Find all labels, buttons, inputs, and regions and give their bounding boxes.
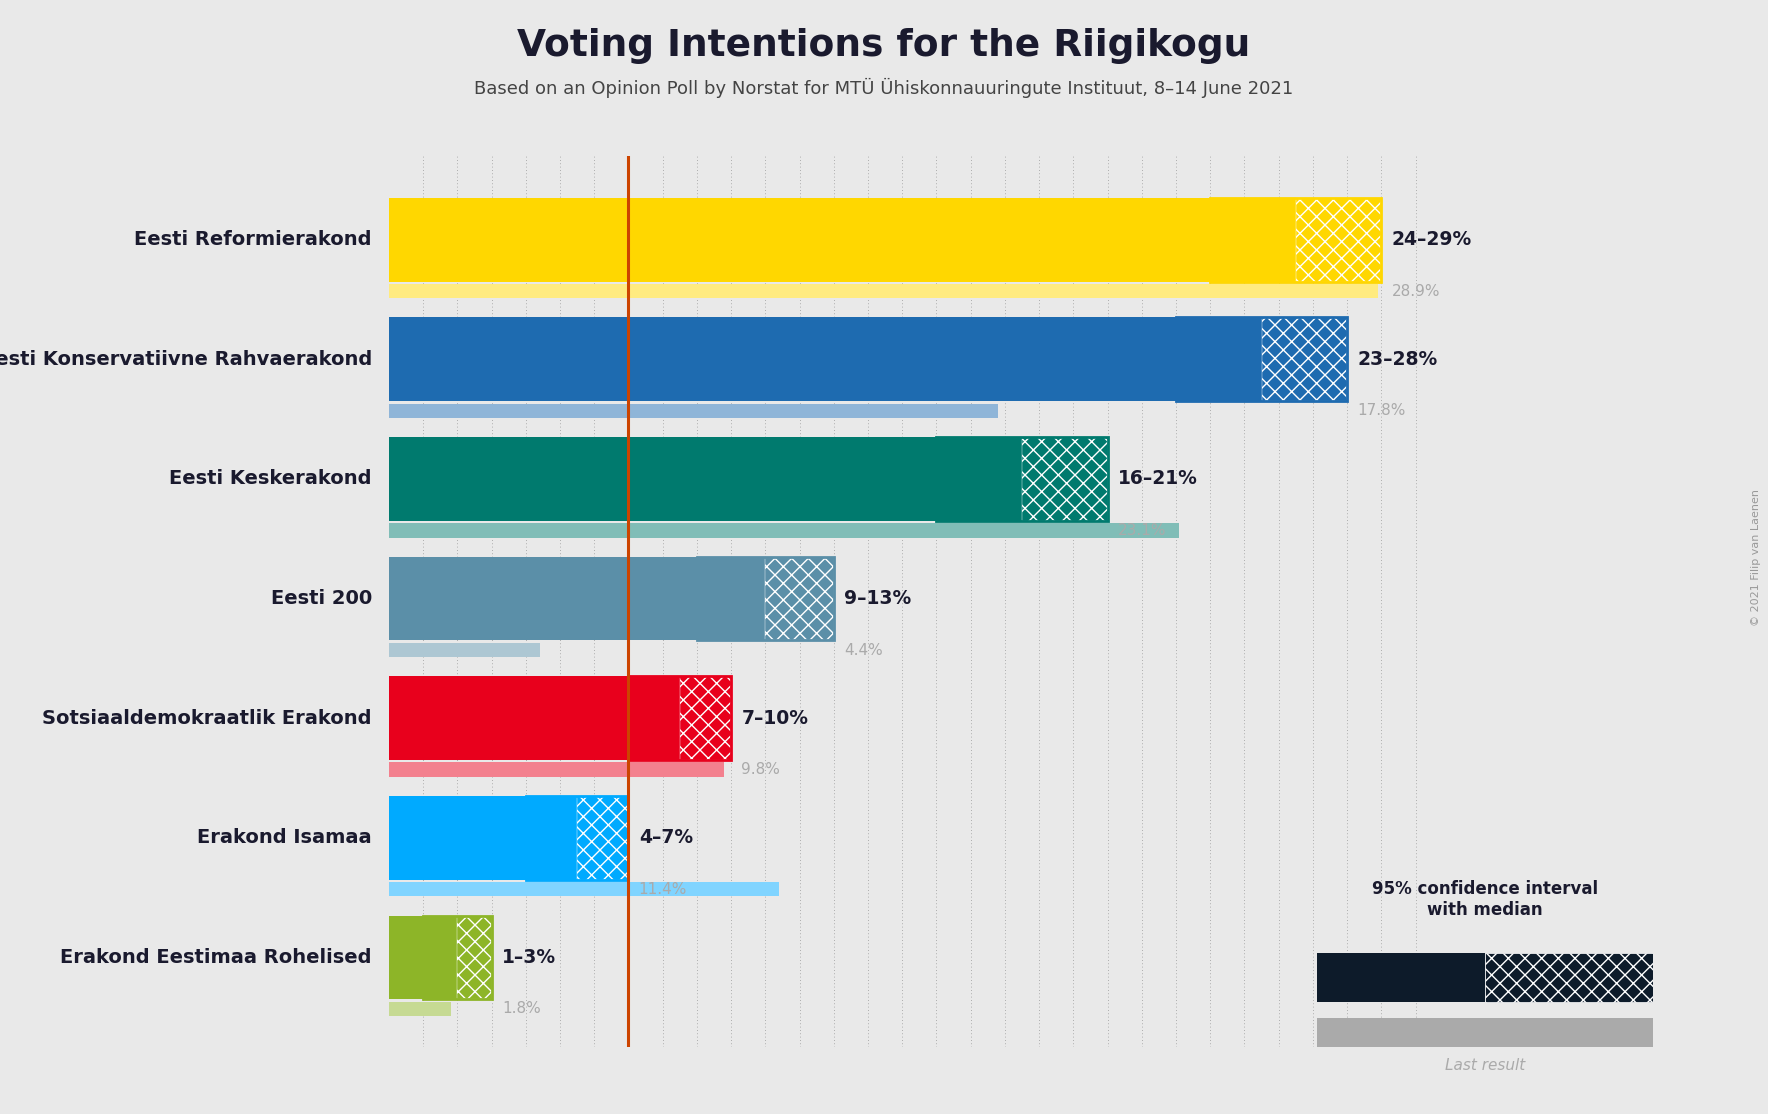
Bar xyxy=(389,317,1176,401)
Text: Eesti 200: Eesti 200 xyxy=(271,589,371,608)
Bar xyxy=(389,557,697,641)
Bar xyxy=(937,437,1107,521)
Text: Eesti Konservatiivne Rahvaerakond: Eesti Konservatiivne Rahvaerakond xyxy=(0,350,371,369)
Text: Eesti Reformierakond: Eesti Reformierakond xyxy=(134,231,371,250)
Bar xyxy=(1296,198,1381,282)
Text: Based on an Opinion Poll by Norstat for MTÜ Ühiskonnauuringute Instituut, 8–14 J: Based on an Opinion Poll by Norstat for … xyxy=(474,78,1294,98)
Text: © 2021 Filip van Laenen: © 2021 Filip van Laenen xyxy=(1750,489,1761,625)
Text: 16–21%: 16–21% xyxy=(1117,469,1197,488)
Bar xyxy=(1211,198,1381,282)
Bar xyxy=(389,198,1211,282)
Bar xyxy=(458,916,492,999)
Text: 28.9%: 28.9% xyxy=(1391,284,1441,299)
Bar xyxy=(423,916,492,999)
Text: 9–13%: 9–13% xyxy=(843,589,911,608)
Text: Voting Intentions for the Riigikogu: Voting Intentions for the Riigikogu xyxy=(518,28,1250,63)
Bar xyxy=(697,557,834,641)
Bar xyxy=(1176,317,1347,401)
Text: Eesti Keskerakond: Eesti Keskerakond xyxy=(170,469,371,488)
Bar xyxy=(389,762,725,776)
Text: 9.8%: 9.8% xyxy=(741,762,780,778)
Bar xyxy=(389,676,628,760)
Text: 23–28%: 23–28% xyxy=(1358,350,1437,369)
Bar xyxy=(525,795,576,880)
Bar xyxy=(681,676,732,760)
Bar xyxy=(389,643,539,657)
Bar xyxy=(697,557,766,641)
Bar xyxy=(1262,317,1347,401)
Bar xyxy=(389,882,780,897)
Bar xyxy=(576,795,628,880)
Text: Last result: Last result xyxy=(1444,1058,1526,1073)
Bar xyxy=(389,795,525,880)
Bar xyxy=(1176,317,1262,401)
Text: 24–29%: 24–29% xyxy=(1391,231,1471,250)
Text: 23.1%: 23.1% xyxy=(1117,522,1167,538)
Bar xyxy=(1485,954,1653,1003)
Text: Erakond Isamaa: Erakond Isamaa xyxy=(198,829,371,848)
Bar xyxy=(389,916,423,999)
Bar xyxy=(389,403,999,418)
Bar xyxy=(1317,954,1485,1003)
Text: 1.8%: 1.8% xyxy=(502,1001,541,1016)
Bar xyxy=(766,557,834,641)
Bar xyxy=(937,437,1022,521)
Text: 17.8%: 17.8% xyxy=(1358,403,1406,418)
Bar xyxy=(1022,437,1107,521)
Bar xyxy=(1211,198,1296,282)
Text: 11.4%: 11.4% xyxy=(638,882,688,897)
Bar xyxy=(1317,1018,1653,1047)
Text: 4.4%: 4.4% xyxy=(843,643,882,657)
Bar xyxy=(628,676,732,760)
Bar xyxy=(389,524,1179,538)
Bar xyxy=(423,916,458,999)
Bar xyxy=(389,284,1377,299)
Text: 1–3%: 1–3% xyxy=(502,948,555,967)
Text: Erakond Eestimaa Rohelised: Erakond Eestimaa Rohelised xyxy=(60,948,371,967)
Text: 95% confidence interval
with median: 95% confidence interval with median xyxy=(1372,880,1598,919)
Text: Sotsiaaldemokraatlik Erakond: Sotsiaaldemokraatlik Erakond xyxy=(42,709,371,727)
Bar xyxy=(389,437,937,521)
Text: 7–10%: 7–10% xyxy=(741,709,808,727)
Bar xyxy=(525,795,628,880)
Bar xyxy=(628,676,681,760)
Text: 4–7%: 4–7% xyxy=(638,829,693,848)
Bar xyxy=(389,1001,451,1016)
